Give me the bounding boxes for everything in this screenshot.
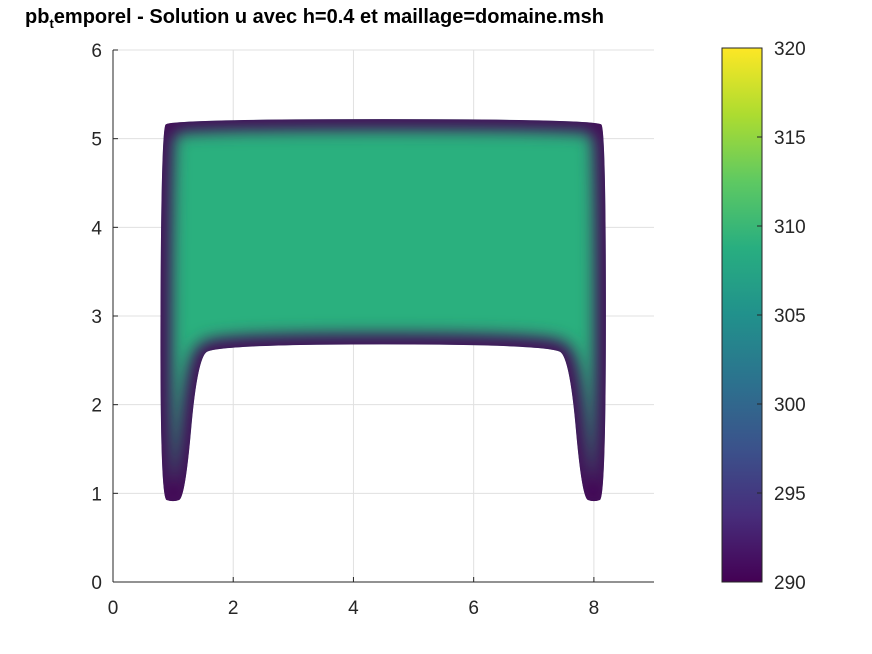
colorbar-bar (721, 47, 763, 583)
x-axis-ticks: 0 2 4 6 8 (108, 577, 599, 619)
y-tick-label: 6 (91, 41, 102, 62)
y-tick-label: 3 (91, 307, 102, 328)
y-tick-label: 1 (91, 484, 102, 505)
y-tick-label: 2 (91, 396, 102, 417)
y-tick-label: 0 (91, 573, 102, 594)
y-tick-label: 5 (91, 130, 102, 151)
colorbar-tick-label: 295 (774, 484, 806, 505)
domain-interior-fill (160, 119, 606, 502)
colorbar: 290 295 300 305 310 315 320 (721, 39, 806, 594)
x-tick-label: 6 (468, 598, 479, 619)
x-tick-label: 2 (228, 598, 239, 619)
chart-title: pbtemporel - Solution u avec h=0.4 et ma… (25, 6, 604, 31)
colorbar-tick-label: 300 (774, 395, 806, 416)
colorbar-tick-label: 310 (774, 217, 806, 238)
solution-field (160, 119, 606, 502)
colorbar-tick-label: 315 (774, 128, 806, 149)
x-tick-label: 8 (589, 598, 600, 619)
x-tick-label: 0 (108, 598, 119, 619)
colorbar-tick-label: 290 (774, 573, 806, 594)
colorbar-tick-label: 320 (774, 39, 806, 60)
colorbar-tick-label: 305 (774, 306, 806, 327)
x-tick-label: 4 (348, 598, 359, 619)
y-tick-label: 4 (91, 218, 102, 239)
y-axis-ticks: 0 1 2 3 4 5 6 (91, 41, 118, 594)
domain-boundary-gradient (160, 119, 606, 502)
